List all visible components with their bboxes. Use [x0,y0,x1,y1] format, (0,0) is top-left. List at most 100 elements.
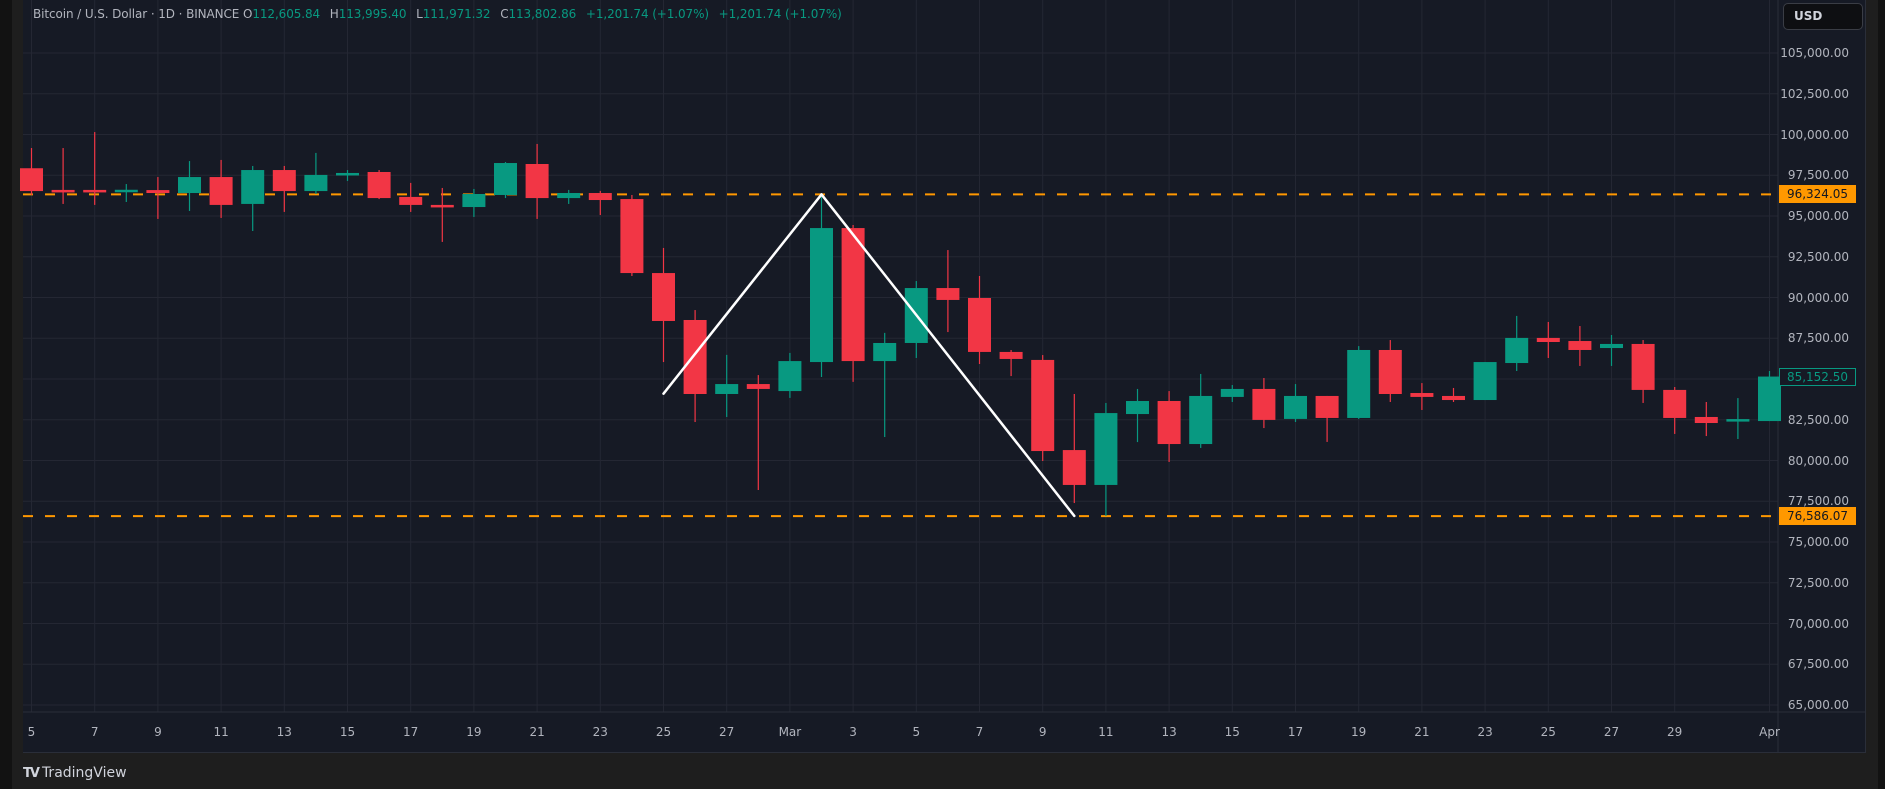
date-tick-label: 9 [1038,725,1047,739]
price-tick-label: 92,500.00 [1787,249,1849,264]
tradingview-logo[interactable]: TV TradingView [23,765,127,781]
candle[interactable] [1031,355,1055,461]
candle[interactable] [715,354,739,417]
candle[interactable] [1663,386,1687,434]
change-value-secondary: +1,201.74 (+1.07%) [718,7,842,21]
candle[interactable] [1536,321,1560,358]
candle[interactable] [1220,385,1244,402]
candle[interactable] [588,190,612,216]
price-tick-label: 100,000.00 [1780,127,1849,142]
date-tick-label: 27 [1603,725,1620,739]
candle[interactable] [209,159,233,218]
candle[interactable] [304,152,328,194]
candle[interactable] [557,189,581,204]
open-value: 112,605.84 [252,7,321,21]
date-tick-label: 29 [1667,725,1683,739]
candle[interactable] [841,224,865,382]
price-tick-label: 77,500.00 [1787,494,1849,509]
candle[interactable] [462,188,486,217]
candle[interactable] [1600,334,1623,366]
change-value: +1,201.74 (+1.07%) [585,7,709,21]
candle[interactable] [1505,315,1529,372]
candle[interactable] [999,349,1023,377]
date-tick-label: 3 [849,725,857,739]
level-price-label-lower: 76,586.07 [1779,507,1856,526]
candle[interactable] [1378,340,1402,402]
low-value: 111,971.32 [422,7,491,21]
date-tick-label: 19 [466,725,482,739]
high-value: 113,995.40 [338,7,407,21]
candle[interactable] [810,194,833,378]
candle[interactable] [241,165,265,231]
candle[interactable] [114,184,138,202]
candle[interactable] [272,165,296,212]
horizontal-level-lines [23,193,1778,518]
candle[interactable] [1347,346,1371,419]
candle[interactable] [178,161,201,211]
price-tick-label: 70,000.00 [1787,616,1849,631]
candle[interactable] [1315,395,1339,442]
candle[interactable] [525,143,549,219]
candle[interactable] [367,170,391,200]
date-tick-label: Mar [778,725,802,739]
candle[interactable] [336,170,359,181]
chart-panel[interactable] [23,0,1866,753]
date-tick-label: 11 [213,725,229,739]
window-frame-left [0,0,12,789]
candle[interactable] [146,177,170,219]
date-tick-label: 13 [1161,725,1177,739]
date-tick-label: 23 [1477,725,1493,739]
date-tick-label: 15 [1224,725,1240,739]
candle[interactable] [620,194,644,276]
candle[interactable] [399,182,423,212]
date-tick-label: 21 [1414,725,1430,739]
open-key: O [242,7,253,21]
candle[interactable] [1442,387,1465,402]
candle[interactable] [1694,401,1718,437]
price-tick-label: 95,000.00 [1787,209,1849,223]
price-tick-label: 82,500.00 [1787,412,1849,427]
candle[interactable] [652,247,675,363]
date-tick-label: 13 [276,725,292,739]
price-tick-label: 80,000.00 [1787,453,1849,468]
candle[interactable] [1410,383,1434,410]
candle[interactable] [1157,391,1181,462]
candle[interactable] [1126,388,1149,443]
price-tick-label: 102,500.00 [1780,86,1849,101]
symbol-title: Bitcoin / U.S. Dollar · 1D · BINANCE [33,7,240,21]
candle[interactable] [1631,340,1655,403]
symbol-legend: Bitcoin / U.S. Dollar · 1D · BINANCE O11… [33,7,848,21]
candle[interactable] [83,132,107,205]
candle[interactable] [51,148,75,204]
candle[interactable] [1094,402,1118,517]
candle[interactable] [1758,371,1781,422]
candle[interactable] [968,275,991,365]
currency-button[interactable]: USD [1783,3,1863,30]
candle[interactable] [1062,393,1086,504]
candle[interactable] [904,281,928,358]
candle[interactable] [430,187,454,242]
candle[interactable] [20,148,43,195]
candle[interactable] [1726,398,1750,439]
candle[interactable] [1252,378,1276,429]
candle[interactable] [1568,326,1592,366]
candle[interactable] [873,332,897,438]
price-tick-label: 65,000.00 [1787,698,1849,712]
candle[interactable] [683,310,707,423]
date-tick-label: 5 [912,725,921,739]
candle[interactable] [1473,362,1497,401]
candle[interactable] [778,352,802,398]
price-tick-label: 105,000.00 [1780,46,1849,60]
date-tick-label: 25 [1540,725,1556,739]
candle[interactable] [936,250,960,333]
candle[interactable] [746,375,770,491]
trendline-drawings [662,193,1076,518]
candle[interactable] [1284,384,1307,423]
candle[interactable] [1189,373,1213,448]
candles [20,132,1781,517]
date-tick-label: 9 [154,725,162,739]
level-price-label-upper: 96,324.05 [1779,185,1856,204]
date-tick-label: 7 [975,725,984,739]
candle[interactable] [494,162,517,199]
